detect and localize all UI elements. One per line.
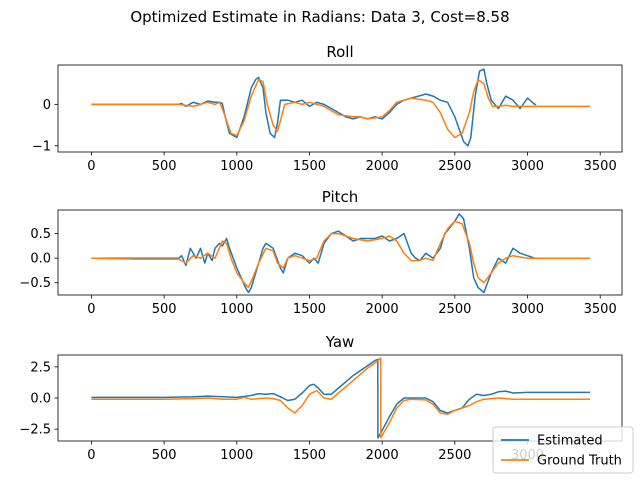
yaw-ytick-label: 0.0 [30,392,51,407]
legend: Estimated Ground Truth [492,426,634,474]
yaw-title: Yaw [325,333,355,351]
yaw-xtick-label: 1000 [220,448,253,463]
roll-xtick-label: 2500 [438,159,471,174]
roll-xtick-label: 1500 [293,159,326,174]
pitch-panel: Pitch 0 500 1000 1500 2000 2500 3000 3500 −0.5 0.0… [19,188,623,317]
yaw-estimated-line [91,358,590,439]
roll-axes-frame [57,64,623,153]
pitch-xtick-label: 3500 [584,302,617,317]
roll-series [91,68,590,147]
yaw-ytick-label: −2.5 [19,423,51,438]
roll-xtick-label: 0 [87,159,95,174]
pitch-xtick-label: 1500 [293,302,326,317]
yaw-xtick-label: 2000 [366,448,399,463]
yaw-ytick-label: 2.5 [30,360,51,375]
roll-title: Roll [326,43,353,61]
roll-ytick-label: 0 [43,98,51,113]
legend-estimated-label: Estimated [537,434,603,449]
figure-title: Optimized Estimate in Radians: Data 3, C… [130,8,509,26]
legend-ground-truth-label: Ground Truth [537,454,622,469]
pitch-axes-frame [57,209,623,296]
roll-estimated-line [91,68,537,147]
pitch-ytick-label: 0.5 [30,227,51,242]
pitch-xtick-label: 2500 [438,302,471,317]
yaw-ground-truth-line [91,357,590,439]
roll-xtick-label: 2000 [366,159,399,174]
pitch-xtick-label: 500 [152,302,177,317]
yaw-xtick-label: 2500 [438,448,471,463]
yaw-xtick-label: 1500 [293,448,326,463]
roll-ground-truth-line [91,78,590,139]
yaw-xtick-label: 0 [87,448,95,463]
roll-xtick-label: 500 [152,159,177,174]
roll-xtick-label: 3500 [584,159,617,174]
pitch-series [91,213,590,294]
pitch-estimated-line [91,213,537,294]
pitch-xtick-label: 1000 [220,302,253,317]
legend-box [492,426,634,474]
yaw-series [91,357,590,439]
pitch-title: Pitch [322,188,359,206]
pitch-ytick-label: 0.0 [30,252,51,267]
pitch-xtick-label: 3000 [511,302,544,317]
roll-xtick-label: 1000 [220,159,253,174]
pitch-ground-truth-line [91,220,590,289]
pitch-xtick-label: 2000 [366,302,399,317]
roll-xtick-label: 3000 [511,159,544,174]
pitch-ytick-label: −0.5 [19,276,51,291]
pitch-xtick-label: 0 [87,302,95,317]
yaw-panel: Yaw050010001500200025003000−2.50.02.5 [19,333,623,463]
roll-panel: Roll 0 500 1000 1500 2000 2500 3000 3500 −1 0 [32,43,623,174]
roll-ytick-label: −1 [32,139,51,154]
yaw-xtick-label: 500 [152,448,177,463]
